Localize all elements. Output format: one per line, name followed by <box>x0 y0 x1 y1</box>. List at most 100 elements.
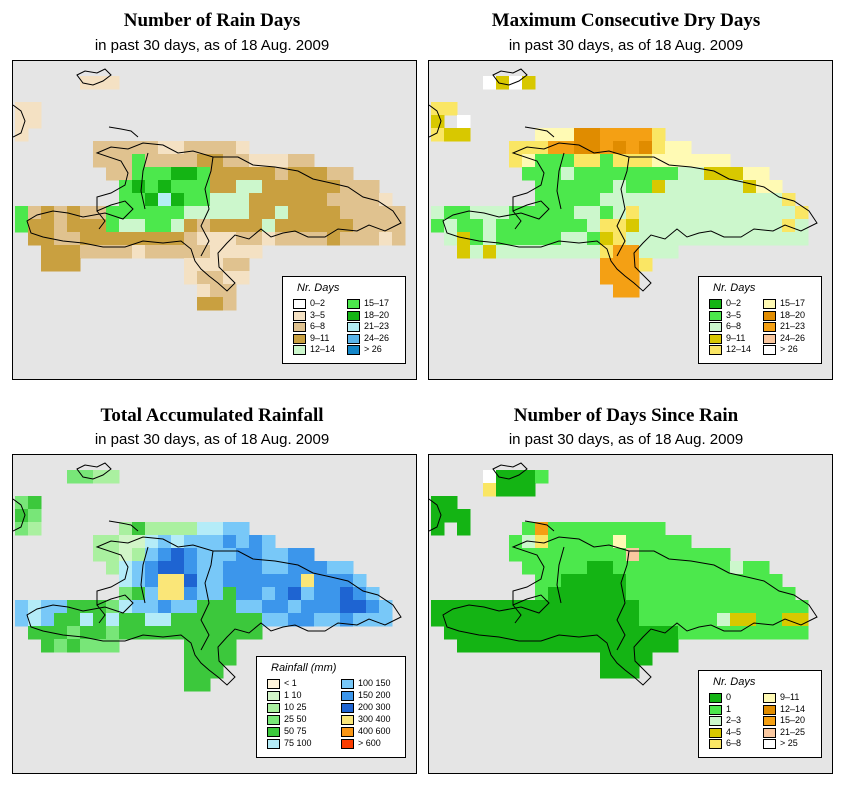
grid-cell <box>327 574 341 588</box>
grid-cell <box>730 600 744 614</box>
legend-label: 3–5 <box>310 309 326 320</box>
grid-cell <box>509 639 523 653</box>
grid-cell <box>574 600 588 614</box>
grid-cell <box>236 154 250 168</box>
grid-cell <box>80 232 94 246</box>
grid-cell <box>652 626 666 640</box>
grid-cell <box>132 626 146 640</box>
grid-cell <box>678 232 692 246</box>
grid-cell <box>67 219 81 233</box>
grid-cell <box>704 561 718 575</box>
legend-label: 10 25 <box>284 702 307 712</box>
grid-cell <box>743 180 757 194</box>
grid-cell <box>548 613 562 627</box>
grid-cell <box>366 600 380 614</box>
grid-cell <box>93 154 107 168</box>
grid-cell <box>93 535 107 549</box>
grid-cell <box>210 284 224 298</box>
grid-cell <box>496 600 510 614</box>
grid-cell <box>106 613 120 627</box>
grid-cell <box>15 613 29 627</box>
grid-cell <box>444 613 458 627</box>
grid-cell <box>639 128 653 142</box>
grid-cell <box>665 600 679 614</box>
grid-cell <box>535 193 549 207</box>
map-graphic <box>429 462 818 686</box>
coastline <box>140 546 149 604</box>
legend-swatch <box>293 322 306 332</box>
grid-cell <box>600 613 614 627</box>
coastline <box>556 546 565 604</box>
grid-cell <box>665 574 679 588</box>
grid-cell <box>600 258 614 272</box>
grid-cell <box>67 206 81 220</box>
coastline <box>96 604 106 624</box>
grid-cell <box>509 245 523 259</box>
grid-cell <box>236 548 250 562</box>
grid-cell <box>327 193 341 207</box>
grid-cell <box>184 548 198 562</box>
coastline <box>13 104 26 138</box>
grid-cell <box>54 626 68 640</box>
grid-cell <box>678 600 692 614</box>
grid-cell <box>28 496 42 510</box>
grid-cell <box>223 297 237 311</box>
grid-cell <box>119 232 133 246</box>
grid-cell <box>15 522 29 536</box>
grid-cell <box>132 245 146 259</box>
grid-cell <box>223 193 237 207</box>
legend-swatch <box>763 322 776 332</box>
grid-cell <box>613 141 627 155</box>
grid-cell <box>496 626 510 640</box>
grid-cell <box>340 587 354 601</box>
grid-cell <box>223 284 237 298</box>
grid-cell <box>340 206 354 220</box>
grid-cell <box>574 206 588 220</box>
grid-cell <box>54 613 68 627</box>
grid-cell <box>574 561 588 575</box>
grid-cell <box>600 626 614 640</box>
grid-cell <box>340 561 354 575</box>
grid-cell <box>639 652 653 666</box>
grid-cell <box>223 613 237 627</box>
grid-cell <box>431 522 445 536</box>
grid-cell <box>639 154 653 168</box>
grid-cell <box>184 652 198 666</box>
grid-cell <box>145 206 159 220</box>
grid-cell <box>145 587 159 601</box>
grid-cell <box>496 470 510 484</box>
grid-cell <box>535 613 549 627</box>
grid-cell <box>314 613 328 627</box>
grid-cell <box>613 574 627 588</box>
grid-cell <box>535 626 549 640</box>
grid-cell <box>28 509 42 523</box>
grid-cell <box>756 600 770 614</box>
grid-cell <box>431 509 445 523</box>
grid-cell <box>444 509 458 523</box>
coastline <box>442 142 818 292</box>
grid-cell <box>236 232 250 246</box>
grid-cell <box>652 180 666 194</box>
grid-cell <box>132 141 146 155</box>
grid-cell <box>431 613 445 627</box>
grid-cell <box>145 219 159 233</box>
grid-cell <box>769 600 783 614</box>
grid-cell <box>275 600 289 614</box>
grid-cell <box>639 258 653 272</box>
grid-cell <box>587 232 601 246</box>
grid-cell <box>314 232 328 246</box>
legend-label: 12–14 <box>780 703 806 714</box>
grid-cell <box>535 232 549 246</box>
grid-cell <box>522 522 536 536</box>
grid-cell <box>483 483 497 497</box>
coastline <box>96 210 106 230</box>
grid-cell <box>548 245 562 259</box>
grid-cell <box>93 245 107 259</box>
grid-cell <box>444 102 458 116</box>
legend-swatch <box>709 345 722 355</box>
grid-cell <box>184 271 198 285</box>
grid-cell <box>236 561 250 575</box>
grid-cell <box>626 167 640 181</box>
grid-cell <box>301 574 315 588</box>
grid-cell <box>340 600 354 614</box>
